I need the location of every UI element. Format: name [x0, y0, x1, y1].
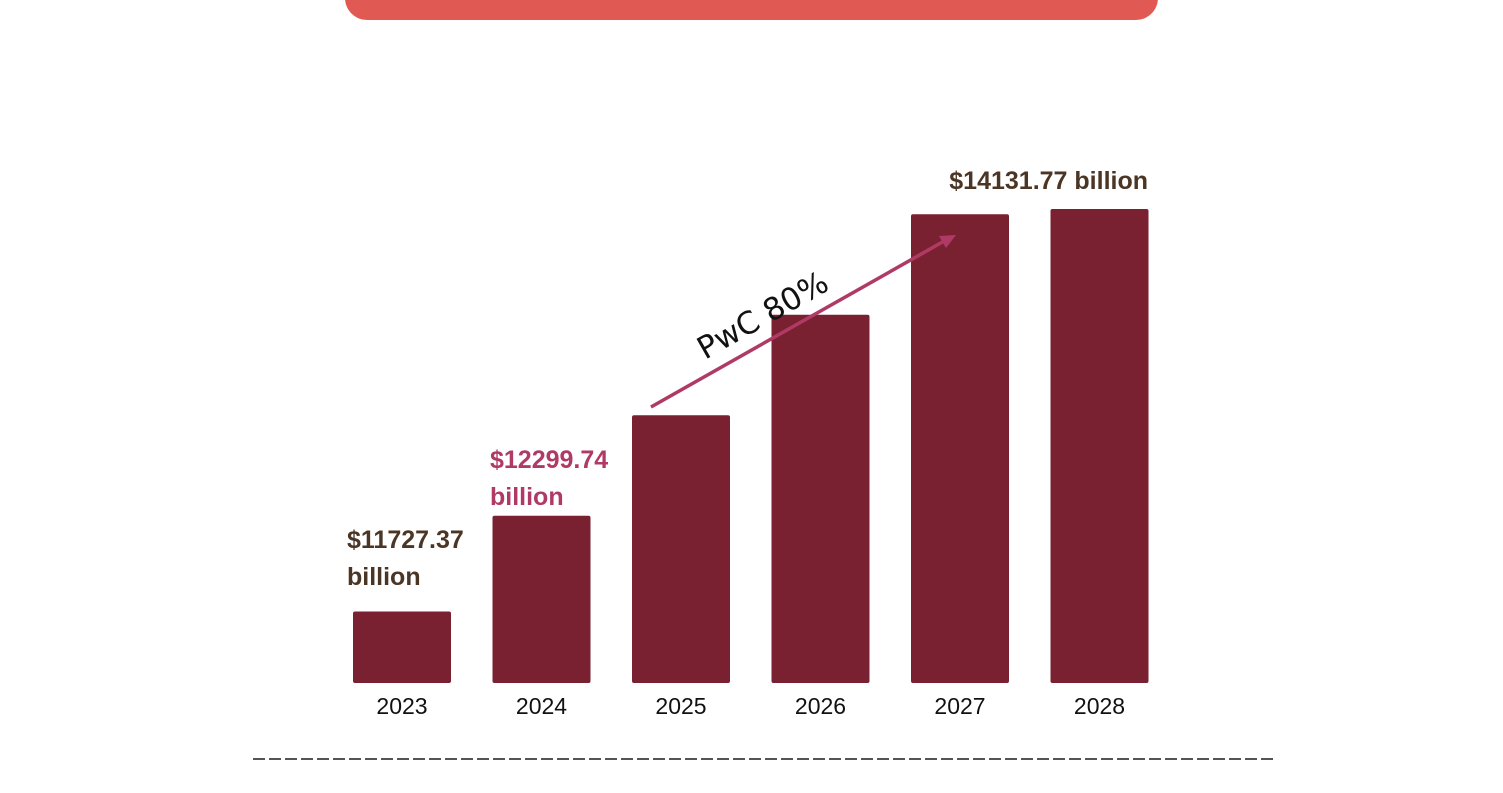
- bar-2024: [492, 515, 591, 683]
- tick-label-2028: 2028: [1074, 693, 1125, 719]
- value-label-2024-unit: billion: [490, 483, 564, 511]
- value-label-2028-amount: $14131.77 billion: [949, 167, 1148, 195]
- bar-2026: [771, 314, 870, 683]
- value-label-2023-unit: billion: [347, 563, 421, 591]
- value-label-2024-amount: $12299.74: [490, 446, 608, 474]
- tick-label-2024: 2024: [516, 693, 567, 719]
- growth-arrow: [650, 238, 947, 409]
- bar-2027: [911, 214, 1009, 684]
- value-label-2023-amount: $11727.37: [347, 526, 464, 554]
- bar-2025: [632, 415, 730, 683]
- year-tick-labels: 2023 2024 2025 2026 2027 2028: [376, 693, 1125, 719]
- bars-group: [353, 209, 1149, 684]
- header-banner: [345, 0, 1158, 20]
- tick-label-2023: 2023: [376, 693, 427, 719]
- value-labels: $11727.37 billion $12299.74 billion $141…: [347, 167, 1148, 591]
- tick-label-2025: 2025: [655, 693, 706, 719]
- bar-2028: [1050, 209, 1149, 683]
- tick-label-2027: 2027: [934, 693, 985, 719]
- tick-label-2026: 2026: [795, 693, 846, 719]
- bar-2023: [353, 611, 451, 683]
- growth-arrowhead: [939, 235, 956, 248]
